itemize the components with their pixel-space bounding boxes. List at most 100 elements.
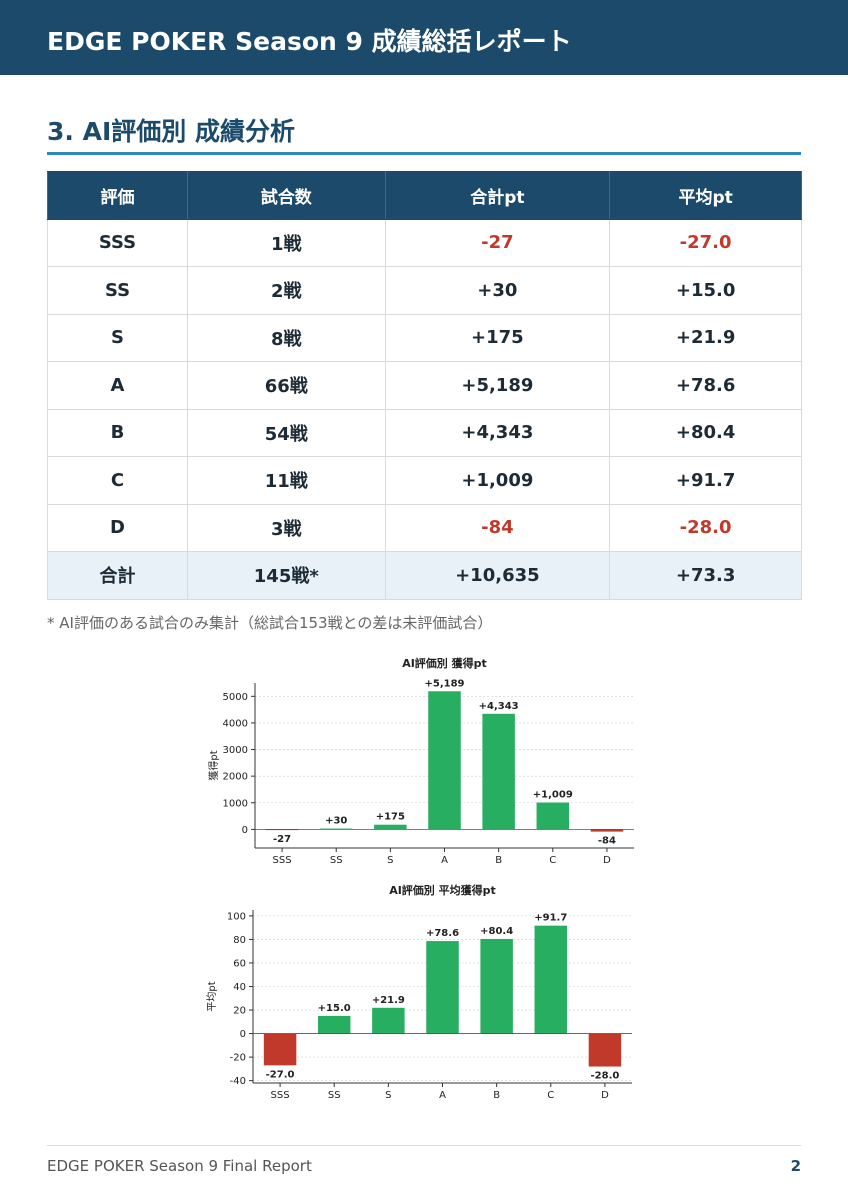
y-tick-label: 2000: [223, 772, 248, 783]
table-cell: D: [46, 503, 189, 552]
table-cell: +21.9: [609, 313, 802, 362]
table-row: D 3戦 -84 -28.0: [46, 503, 802, 552]
value-label: -27.0: [266, 1069, 295, 1080]
table-cell: A: [46, 361, 189, 410]
x-tick-label: B: [495, 855, 502, 866]
y-tick-label: 5000: [223, 692, 248, 703]
table-cell: 2戦: [187, 266, 386, 315]
x-tick-label: SS: [330, 855, 343, 866]
chart-title: AI評価別 平均獲得pt: [389, 883, 496, 897]
table-cell: 54戦: [187, 408, 386, 457]
section-rule: [47, 152, 801, 155]
y-tick-label: -40: [230, 1076, 246, 1087]
value-label: +1,009: [533, 790, 573, 801]
x-tick-label: S: [387, 855, 393, 866]
table-cell: +175: [384, 313, 611, 362]
table-cell: 8戦: [187, 313, 386, 362]
bar: [482, 713, 515, 830]
y-tick-label: 40: [233, 982, 246, 993]
y-tick-label: 4000: [223, 718, 248, 729]
value-label: +5,189: [424, 678, 464, 689]
x-tick-label: D: [603, 855, 611, 866]
total-row: 合計 145戦* +10,635 +73.3: [46, 551, 802, 600]
y-tick-label: 0: [240, 1029, 246, 1040]
y-axis-label: 平均pt: [206, 981, 218, 1011]
column-header: 評価: [46, 171, 189, 220]
table-cell: B: [46, 408, 189, 457]
table-cell: +91.7: [609, 456, 802, 505]
table-cell: 11戦: [187, 456, 386, 505]
y-tick-label: 80: [233, 935, 246, 946]
chart: AI評価別 獲得pt獲得pt010002000300040005000-27SS…: [207, 656, 634, 866]
value-label: +80.4: [480, 926, 513, 937]
table-cell: +5,189: [384, 361, 611, 410]
table-cell: -27: [384, 218, 611, 267]
x-tick-label: B: [493, 1090, 500, 1101]
value-label: +21.9: [372, 995, 405, 1006]
results-table: 評価 試合数 合計pt 平均pt SSS 1戦 -27 -27.0 SS 2戦 +30 +15.0 S 8…: [46, 171, 802, 600]
table-cell: -28.0: [609, 503, 802, 552]
table-cell: +80.4: [609, 408, 802, 457]
note: * AI評価のある試合のみ集計（総試合153戦との差は未評価試合）: [47, 614, 493, 632]
bar: [426, 941, 459, 1034]
table-cell: C: [46, 456, 189, 505]
y-tick-label: 3000: [223, 745, 248, 756]
table-cell: +1,009: [384, 456, 611, 505]
table-row: SS 2戦 +30 +15.0: [46, 266, 802, 315]
bar: [590, 829, 624, 832]
bar: [428, 691, 461, 830]
value-label: -28.0: [591, 1071, 620, 1082]
x-tick-label: C: [547, 1090, 554, 1101]
table-row: SSS 1戦 -27 -27.0: [46, 218, 802, 267]
table-cell: S: [46, 313, 189, 362]
total-cell: 145戦*: [187, 551, 386, 600]
value-label: +15.0: [318, 1003, 351, 1014]
bar: [588, 1033, 622, 1067]
table-cell: 1戦: [187, 218, 386, 267]
value-label: +4,343: [479, 701, 519, 712]
y-tick-label: 0: [242, 825, 248, 836]
value-label: +91.7: [534, 913, 567, 924]
y-tick-label: 100: [227, 911, 246, 922]
table-row: B 54戦 +4,343 +80.4: [46, 408, 802, 457]
bar: [374, 824, 407, 830]
x-tick-label: C: [549, 855, 556, 866]
x-tick-label: A: [441, 855, 448, 866]
table-cell: +4,343: [384, 408, 611, 457]
header-title: EDGE POKER Season 9 成績総括レポート: [47, 27, 572, 56]
table-cell: -27.0: [609, 218, 802, 267]
bar: [480, 938, 513, 1034]
table-cell: +78.6: [609, 361, 802, 410]
table-cell: 3戦: [187, 503, 386, 552]
value-label: +78.6: [426, 928, 459, 939]
table-cell: 66戦: [187, 361, 386, 410]
x-tick-label: A: [439, 1090, 446, 1101]
total-cell: 合計: [46, 551, 189, 600]
x-tick-label: SSS: [273, 855, 292, 866]
value-label: -27: [273, 834, 291, 845]
y-tick-label: 20: [233, 1006, 246, 1017]
x-tick-label: SSS: [271, 1090, 290, 1101]
table-row: S 8戦 +175 +21.9: [46, 313, 802, 362]
footer-text: EDGE POKER Season 9 Final Report: [47, 1157, 312, 1175]
column-header: 平均pt: [609, 171, 802, 220]
table-cell: SSS: [46, 218, 189, 267]
value-label: -84: [598, 836, 616, 847]
table-cell: -84: [384, 503, 611, 552]
bar: [263, 1033, 297, 1066]
table-cell: +30: [384, 266, 611, 315]
x-tick-label: S: [385, 1090, 391, 1101]
y-tick-label: 1000: [223, 798, 248, 809]
y-tick-label: 60: [233, 958, 246, 969]
table-row: A 66戦 +5,189 +78.6: [46, 361, 802, 410]
table-row: C 11戦 +1,009 +91.7: [46, 456, 802, 505]
value-label: +30: [325, 816, 347, 827]
value-label: +175: [376, 812, 405, 823]
table-cell: +15.0: [609, 266, 802, 315]
chart: AI評価別 平均獲得pt 平均pt -40 -20 0 20 40 60 80 100 -27.0 S…: [206, 883, 632, 1101]
footer-rule: [47, 1145, 801, 1146]
section-title: 3. AI評価別 成績分析: [47, 117, 295, 146]
chart-title: AI評価別 獲得pt: [402, 656, 487, 670]
total-cell: +73.3: [609, 551, 802, 600]
